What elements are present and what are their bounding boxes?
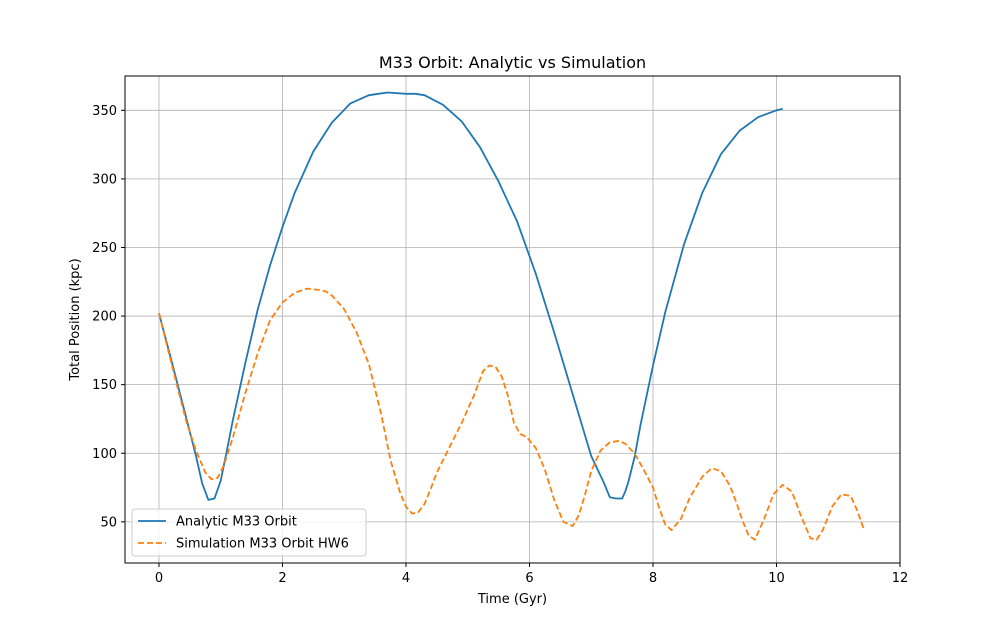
chart-title: M33 Orbit: Analytic vs Simulation (379, 53, 646, 72)
y-tick-label: 100 (92, 447, 117, 462)
x-tick-label: 2 (278, 571, 286, 586)
y-tick-label: 350 (92, 104, 117, 119)
y-tick-label: 150 (92, 378, 117, 393)
x-tick-label: 10 (768, 571, 785, 586)
y-tick-label: 200 (92, 310, 117, 325)
x-tick-label: 12 (892, 571, 909, 586)
y-tick-label: 250 (92, 241, 117, 256)
y-tick-label: 50 (100, 515, 117, 530)
axis-ticks: 0 2 4 6 8 10 12 50 100 150 200 250 300 350 (92, 104, 908, 586)
y-axis-label: Total Position (kpc) (68, 258, 83, 381)
x-axis-label: Time (Gyr) (477, 592, 547, 607)
x-tick-label: 4 (402, 571, 410, 586)
y-tick-label: 300 (92, 172, 117, 187)
x-tick-label: 6 (525, 571, 533, 586)
x-tick-label: 8 (649, 571, 657, 586)
legend-box (131, 508, 367, 557)
legend: Analytic M33 Orbit Simulation M33 Orbit … (131, 508, 367, 557)
x-tick-label: 0 (155, 571, 163, 586)
plot-frame (124, 75, 901, 564)
legend-label-analytic: Analytic M33 Orbit (176, 515, 297, 530)
legend-label-simulation: Simulation M33 Orbit HW6 (176, 537, 349, 552)
series-layer (158, 91, 866, 541)
series-line-analytic (158, 91, 783, 501)
series-line-simulation (158, 287, 866, 541)
